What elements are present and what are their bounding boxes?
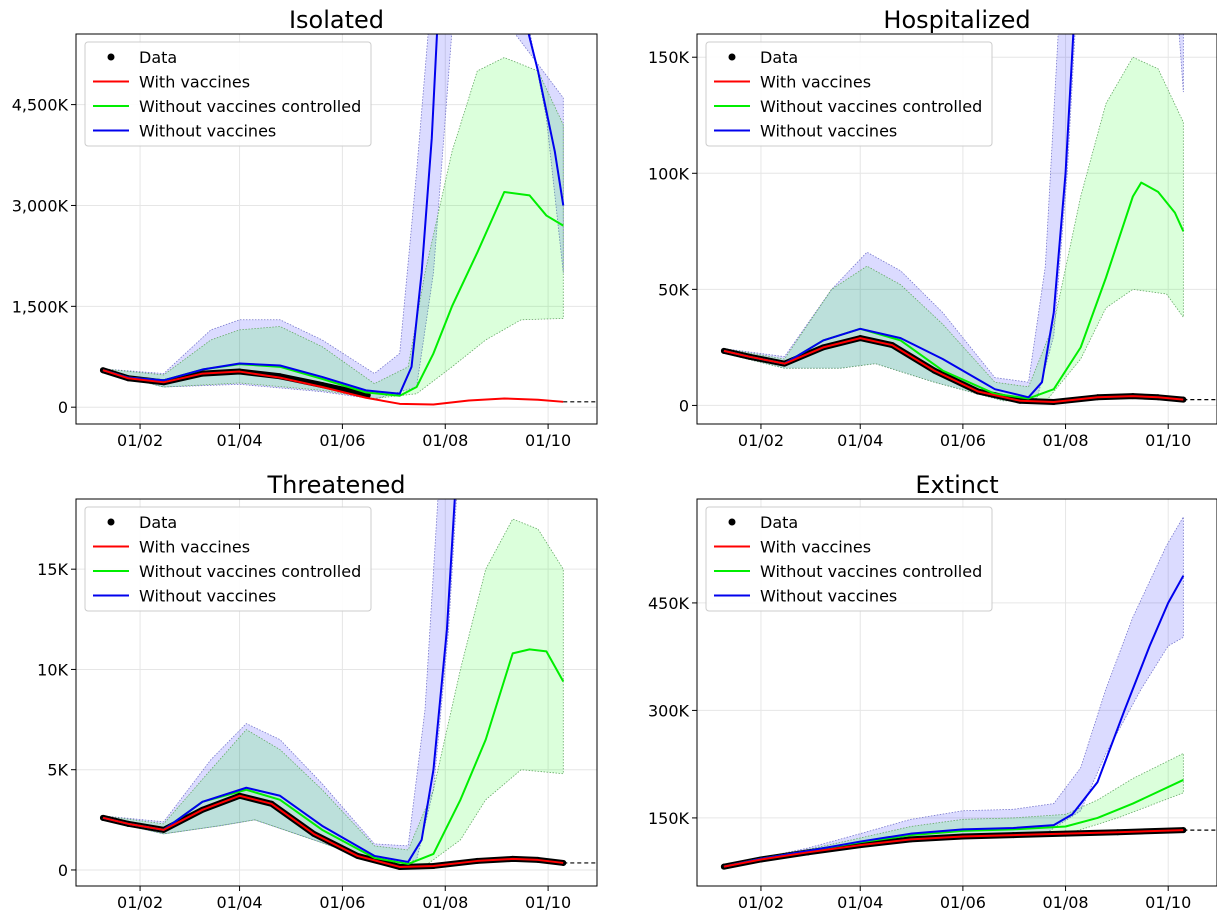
x-tick-label: 01/04 bbox=[216, 431, 262, 450]
x-tick-label: 01/06 bbox=[319, 893, 365, 912]
y-tick-label: 150K bbox=[648, 48, 690, 67]
y-tick-label: 5K bbox=[47, 761, 68, 780]
x-tick-label: 01/06 bbox=[940, 893, 986, 912]
line-without-vaccines bbox=[723, 575, 1185, 868]
legend-label: Without vaccines bbox=[760, 587, 897, 606]
line-with-vaccines bbox=[102, 369, 564, 406]
chart-title: Hospitalized bbox=[883, 6, 1030, 34]
axes-frame bbox=[696, 498, 1217, 887]
legend-label: Without vaccines controlled bbox=[139, 97, 361, 116]
legend-label: Without vaccines bbox=[760, 122, 897, 141]
x-tick-label: 01/02 bbox=[738, 893, 784, 912]
plot-area bbox=[720, 34, 1187, 405]
without-vaccines-band bbox=[723, 34, 1076, 402]
y-tick-label: 3,000K bbox=[12, 196, 69, 215]
panel-hospitalized: 01/02 01/04 01/06 01/08 01/10 0 50K 100K 150K Hos… bbox=[648, 6, 1217, 450]
x-tick-label: 01/04 bbox=[837, 431, 883, 450]
y-tick-label: 150K bbox=[648, 809, 690, 828]
legend-marker-data bbox=[107, 518, 115, 526]
controlled-band bbox=[723, 56, 1184, 403]
y-tick-label: 300K bbox=[648, 701, 690, 720]
legend-marker-data bbox=[728, 518, 736, 526]
y-tick-label: 0 bbox=[58, 861, 68, 880]
legend-box bbox=[705, 506, 993, 612]
x-tick-label: 01/08 bbox=[1042, 431, 1088, 450]
legend-marker-data bbox=[107, 53, 115, 61]
x-tick-label: 01/06 bbox=[319, 431, 365, 450]
legend-label: Data bbox=[139, 48, 177, 67]
without-vaccines-band bbox=[102, 34, 453, 400]
chart-title: Extinct bbox=[915, 471, 998, 499]
x-tick-label: 01/02 bbox=[738, 431, 784, 450]
x-tick-label: 01/10 bbox=[1145, 893, 1191, 912]
legend-marker-data bbox=[728, 53, 736, 61]
legend-box bbox=[84, 41, 372, 147]
legend-label: Without vaccines bbox=[139, 122, 276, 141]
legend-box bbox=[705, 41, 993, 147]
y-tick-label: 0 bbox=[679, 396, 689, 415]
x-tick-label: 01/08 bbox=[422, 893, 468, 912]
line-without-vaccines-right bbox=[527, 34, 565, 206]
controlled-band bbox=[102, 518, 564, 867]
axes-frame bbox=[75, 33, 598, 425]
without-vaccines-band-right bbox=[514, 34, 564, 273]
x-tick-label: 01/04 bbox=[216, 893, 262, 912]
panel-extinct: 01/02 01/04 01/06 01/08 01/10 150K 300K 450K Ext… bbox=[648, 471, 1217, 912]
x-tick-label: 01/10 bbox=[525, 431, 571, 450]
plot-area bbox=[720, 515, 1187, 870]
legend-label: Without vaccines controlled bbox=[760, 97, 982, 116]
without-vaccines-band-right bbox=[1178, 34, 1184, 93]
x-tick-label: 01/02 bbox=[117, 893, 163, 912]
controlled-band bbox=[102, 57, 564, 399]
chart-title: Isolated bbox=[289, 6, 384, 34]
chart-title: Threatened bbox=[266, 471, 405, 499]
y-tick-label: 4,500K bbox=[12, 96, 69, 115]
x-tick-label: 01/08 bbox=[1042, 893, 1088, 912]
y-tick-label: 50K bbox=[658, 280, 689, 299]
x-tick-label: 01/08 bbox=[422, 431, 468, 450]
y-tick-label: 10K bbox=[37, 660, 68, 679]
legend-label: Data bbox=[139, 513, 177, 532]
axes-frame bbox=[75, 498, 598, 887]
x-tick-label: 01/06 bbox=[940, 431, 986, 450]
x-tick-label: 01/10 bbox=[525, 893, 571, 912]
line-with-vaccines bbox=[723, 337, 1184, 403]
y-tick-label: 1,500K bbox=[12, 297, 69, 316]
x-tick-label: 01/10 bbox=[1145, 431, 1191, 450]
y-tick-label: 0 bbox=[58, 398, 68, 417]
legend-label: Without vaccines controlled bbox=[139, 562, 361, 581]
legend-label: With vaccines bbox=[760, 73, 871, 92]
plot-area bbox=[99, 499, 567, 870]
x-tick-label: 01/04 bbox=[837, 893, 883, 912]
line-with-vaccines bbox=[723, 829, 1184, 868]
legend-label: With vaccines bbox=[139, 538, 250, 557]
x-tick-label: 01/02 bbox=[117, 431, 163, 450]
legend-label: With vaccines bbox=[760, 538, 871, 557]
y-tick-label: 100K bbox=[648, 164, 690, 183]
legend-label: Without vaccines bbox=[139, 587, 276, 606]
line-without-vaccines bbox=[102, 34, 438, 395]
axes-frame bbox=[696, 33, 1217, 425]
legend-label: Data bbox=[760, 513, 798, 532]
line-with-vaccines bbox=[102, 794, 564, 868]
y-tick-label: 15K bbox=[37, 560, 68, 579]
panel-threatened: 01/02 01/04 01/06 01/08 01/10 0 5K 10K 15K Threat… bbox=[37, 471, 598, 912]
legend-label: With vaccines bbox=[139, 73, 250, 92]
data-points bbox=[720, 827, 1187, 870]
legend-label: Data bbox=[760, 48, 798, 67]
y-tick-label: 450K bbox=[648, 594, 690, 613]
panel-isolated: 01/02 01/04 01/06 01/08 01/10 0 1,500K 3,000K 4,… bbox=[12, 6, 598, 450]
legend-box bbox=[84, 506, 372, 612]
plot-area bbox=[99, 34, 565, 406]
legend-label: Without vaccines controlled bbox=[760, 562, 982, 581]
